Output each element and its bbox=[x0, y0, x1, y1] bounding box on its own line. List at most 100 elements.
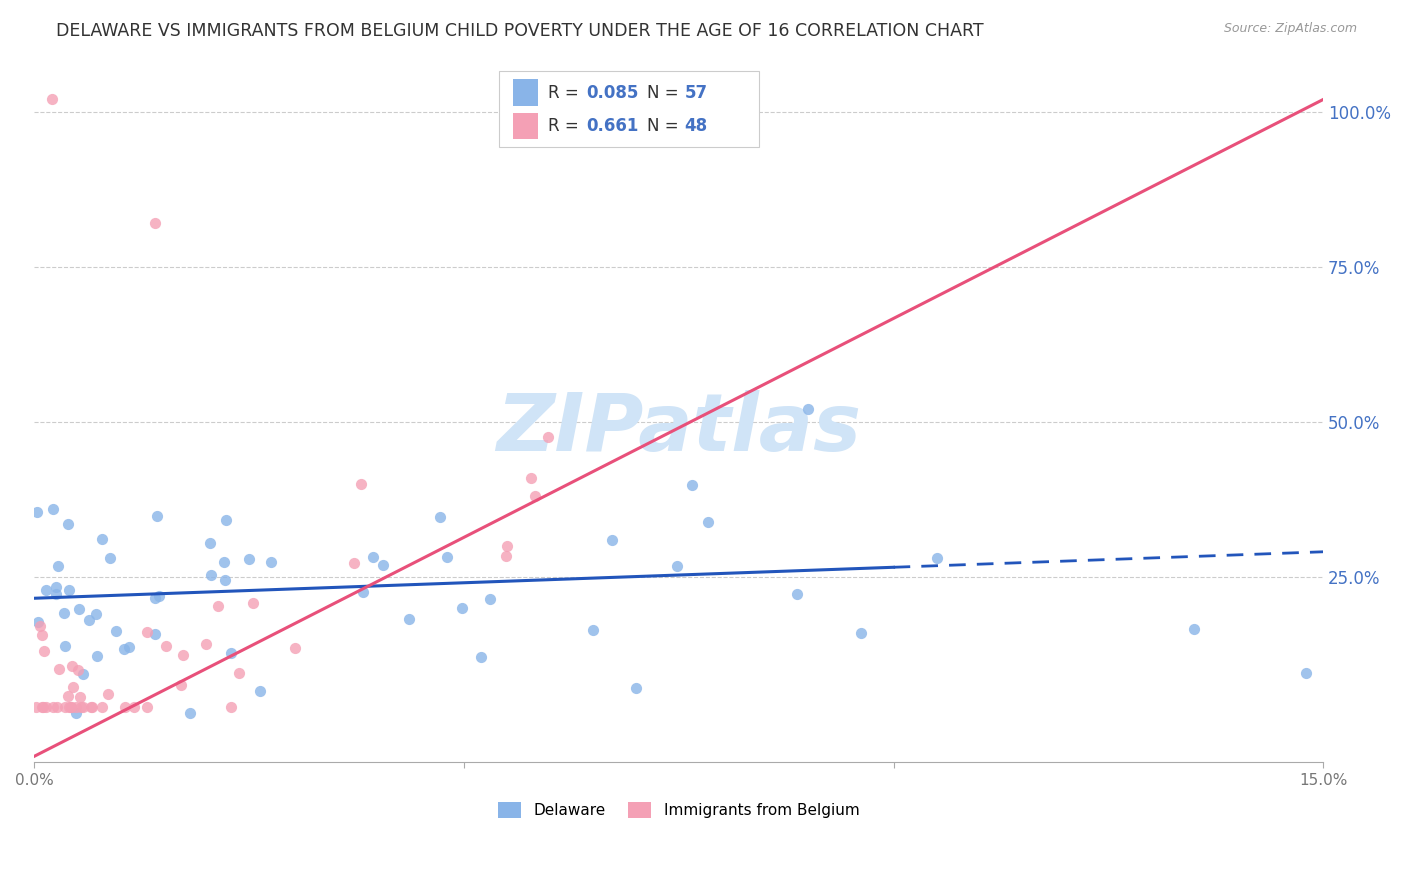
Point bbox=[479, 592, 502, 607]
Point bbox=[242, 596, 264, 610]
Point bbox=[219, 699, 242, 714]
Point bbox=[45, 587, 67, 601]
Point bbox=[56, 689, 79, 703]
Point bbox=[28, 619, 51, 633]
Point bbox=[135, 699, 157, 714]
Point bbox=[696, 516, 718, 530]
Point bbox=[429, 510, 451, 524]
Point bbox=[114, 699, 136, 714]
Point bbox=[495, 549, 517, 563]
Point bbox=[67, 663, 90, 677]
Point bbox=[350, 476, 373, 491]
Point bbox=[470, 650, 492, 665]
Legend: Delaware, Immigrants from Belgium: Delaware, Immigrants from Belgium bbox=[492, 796, 866, 824]
Text: Source: ZipAtlas.com: Source: ZipAtlas.com bbox=[1223, 22, 1357, 36]
Point bbox=[114, 641, 136, 656]
Point bbox=[58, 699, 80, 714]
Point bbox=[600, 533, 623, 548]
Point bbox=[45, 581, 67, 595]
Point bbox=[53, 699, 76, 714]
Text: DELAWARE VS IMMIGRANTS FROM BELGIUM CHILD POVERTY UNDER THE AGE OF 16 CORRELATIO: DELAWARE VS IMMIGRANTS FROM BELGIUM CHIL… bbox=[56, 22, 984, 40]
Point bbox=[155, 640, 177, 654]
Point bbox=[72, 666, 94, 681]
Point bbox=[98, 551, 121, 566]
Point bbox=[851, 626, 873, 640]
Point bbox=[666, 558, 689, 573]
Point bbox=[582, 623, 605, 637]
Point bbox=[238, 552, 260, 566]
Point bbox=[143, 216, 166, 230]
Point bbox=[135, 624, 157, 639]
Text: R =: R = bbox=[548, 84, 585, 102]
Point bbox=[97, 687, 120, 701]
Point bbox=[24, 699, 46, 714]
Point bbox=[537, 430, 560, 444]
Point bbox=[69, 690, 91, 705]
Point bbox=[70, 699, 93, 714]
Point bbox=[46, 558, 69, 573]
Point bbox=[42, 699, 65, 714]
Text: 0.085: 0.085 bbox=[586, 84, 638, 102]
Point bbox=[146, 509, 169, 524]
Point bbox=[31, 699, 53, 714]
Point bbox=[172, 648, 194, 663]
Point bbox=[260, 555, 283, 569]
Point bbox=[65, 706, 87, 720]
Point bbox=[1295, 665, 1317, 680]
Point bbox=[69, 601, 91, 615]
Point bbox=[65, 699, 87, 714]
Point bbox=[200, 568, 222, 582]
Point bbox=[31, 628, 53, 642]
Point bbox=[46, 699, 69, 714]
Point bbox=[1182, 622, 1205, 636]
Point bbox=[80, 699, 103, 714]
Point bbox=[520, 471, 543, 485]
Point bbox=[72, 699, 94, 714]
Point bbox=[62, 680, 84, 694]
Point bbox=[56, 517, 79, 532]
Point bbox=[284, 641, 307, 656]
Point bbox=[77, 613, 100, 627]
Point bbox=[496, 539, 519, 553]
Point bbox=[786, 587, 808, 601]
Text: 48: 48 bbox=[685, 117, 707, 135]
Point bbox=[41, 93, 63, 107]
Text: ZIPatlas: ZIPatlas bbox=[496, 391, 862, 468]
Point bbox=[145, 591, 167, 606]
Point bbox=[219, 646, 242, 660]
Point bbox=[35, 699, 58, 714]
Point bbox=[796, 402, 818, 417]
Point bbox=[450, 601, 472, 615]
Point bbox=[35, 583, 58, 598]
Point bbox=[179, 706, 201, 720]
Text: N =: N = bbox=[647, 117, 683, 135]
Point bbox=[60, 659, 83, 673]
Text: R =: R = bbox=[548, 117, 589, 135]
Point bbox=[80, 699, 103, 714]
Point bbox=[145, 626, 167, 640]
Point bbox=[52, 607, 75, 621]
Point bbox=[58, 583, 80, 598]
Point bbox=[84, 607, 107, 622]
Point bbox=[48, 663, 70, 677]
Point bbox=[343, 556, 366, 570]
Point bbox=[212, 555, 235, 569]
Point bbox=[27, 505, 49, 519]
Point bbox=[681, 478, 703, 492]
Point bbox=[27, 615, 49, 629]
Point bbox=[194, 637, 217, 651]
Point bbox=[31, 699, 53, 714]
Point bbox=[42, 502, 65, 516]
Point bbox=[214, 573, 236, 587]
Point bbox=[60, 699, 83, 714]
Point bbox=[207, 599, 229, 614]
Point bbox=[215, 513, 238, 527]
Point bbox=[624, 681, 647, 695]
Point bbox=[925, 551, 948, 566]
Point bbox=[200, 536, 222, 550]
Point bbox=[148, 589, 170, 603]
Point bbox=[249, 684, 271, 698]
Point bbox=[91, 532, 114, 546]
Point bbox=[361, 549, 384, 564]
Text: 0.661: 0.661 bbox=[586, 117, 638, 135]
